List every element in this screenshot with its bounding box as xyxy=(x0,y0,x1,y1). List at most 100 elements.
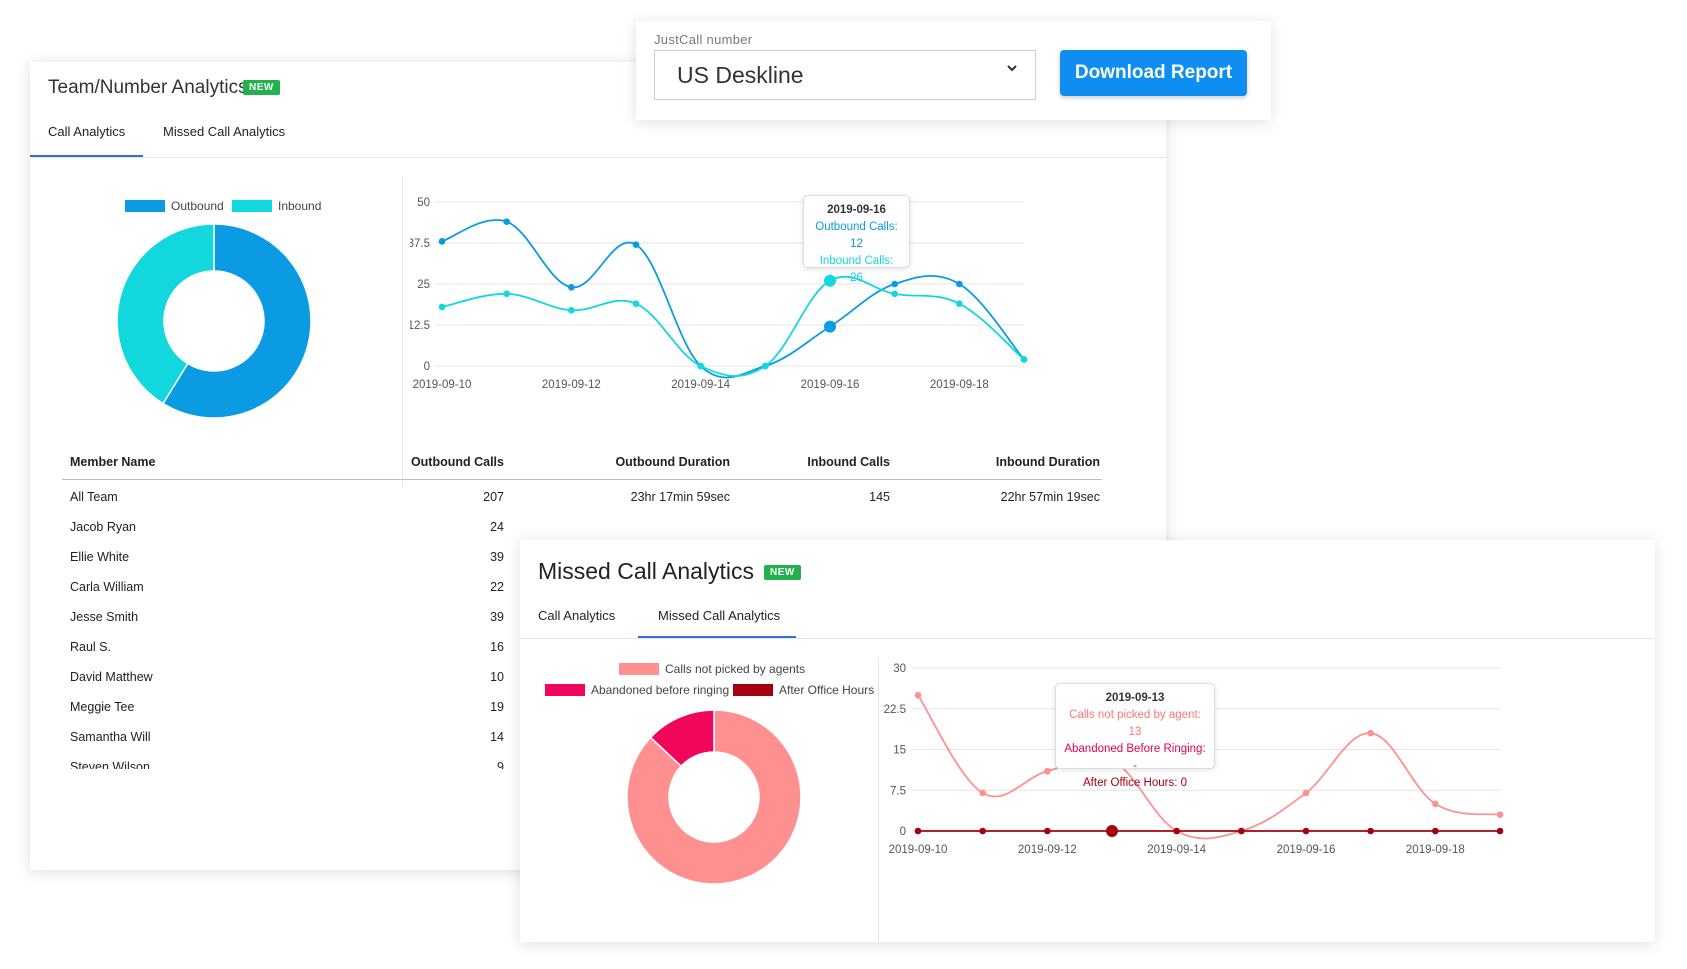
outbound-calls-cell: 14 xyxy=(490,730,504,744)
calls-line-point-inbound[interactable] xyxy=(438,303,446,311)
calls-donut-chart xyxy=(116,223,312,419)
missed-line-point-calls-not-picked-by-agents[interactable] xyxy=(1367,729,1374,737)
member-name-cell: Carla William xyxy=(70,580,144,594)
missed-line-x-tick-label: 2019-09-14 xyxy=(1147,844,1206,856)
calls-line-point-outbound[interactable] xyxy=(824,320,836,333)
calls-line-x-tick-label: 2019-09-16 xyxy=(801,379,860,391)
missed-line-x-tick-label: 2019-09-16 xyxy=(1277,844,1336,856)
missed-line-point-calls-not-picked-by-agents[interactable] xyxy=(1496,811,1504,818)
calls-line-point-inbound[interactable] xyxy=(956,300,963,307)
calls-line-point-inbound[interactable] xyxy=(1020,356,1028,363)
missed-line-point-after-office-hours[interactable] xyxy=(979,827,986,835)
missed-line-point-after-office-hours[interactable] xyxy=(1106,825,1118,837)
calls-line-chart: 0 12.5 25 37.5 50 2019-09-10 2019-09-12 2019-09… xyxy=(410,197,1028,391)
calls-line-series-outbound xyxy=(441,219,1025,379)
inbound-calls-cell: 145 xyxy=(869,490,890,504)
missed-line-x-tick-label: 2019-09-18 xyxy=(1406,844,1465,856)
col-inbound-duration[interactable]: Inbound Duration xyxy=(995,455,1100,469)
missed-line-point-calls-not-picked-by-agents[interactable] xyxy=(1044,767,1051,775)
missed-line-point-calls-not-picked-by-agents[interactable] xyxy=(914,691,922,699)
legend-outbound-label: Outbound xyxy=(171,199,224,213)
calls-line-point-outbound[interactable] xyxy=(632,241,640,248)
tab-call-analytics[interactable]: Call Analytics xyxy=(538,608,616,623)
tab-call-analytics[interactable]: Call Analytics xyxy=(48,124,126,139)
member-name-cell: All Team xyxy=(70,490,118,504)
tab-missed-call-analytics[interactable]: Missed Call Analytics xyxy=(658,608,781,623)
member-name-cell: Samantha Will xyxy=(70,730,151,744)
tooltip-not-picked: Calls not picked by agent: 13 xyxy=(1069,709,1201,738)
outbound-calls-cell: 22 xyxy=(490,580,504,594)
outbound-calls-cell: 10 xyxy=(490,670,504,684)
legend-inbound[interactable]: Inbound xyxy=(232,199,321,213)
member-name-cell: David Matthew xyxy=(70,670,153,684)
legend-abandoned[interactable]: Abandoned before ringing xyxy=(545,683,729,697)
col-outbound-duration[interactable]: Outbound Duration xyxy=(615,455,730,469)
calls-line-point-inbound[interactable] xyxy=(697,362,704,370)
calls-line-point-inbound[interactable] xyxy=(503,290,510,298)
member-name-cell: Jacob Ryan xyxy=(70,520,137,534)
calls-line-point-outbound[interactable] xyxy=(891,280,898,288)
calls-line-point-outbound[interactable] xyxy=(568,283,575,291)
outbound-calls-cell: 16 xyxy=(490,640,504,654)
missed-calls-donut-chart xyxy=(626,709,802,885)
number-select-label: JustCall number xyxy=(654,32,753,47)
missed-line-point-after-office-hours[interactable] xyxy=(1302,827,1310,835)
number-selector-card: JustCall number US Deskline Download Rep… xyxy=(636,21,1271,120)
outbound-calls-cell: 24 xyxy=(490,520,504,534)
calls-line-point-inbound[interactable] xyxy=(762,362,769,370)
legend-abandoned-label: Abandoned before ringing xyxy=(591,683,730,697)
tooltip-date: 2019-09-13 xyxy=(1105,692,1165,704)
missed-line-point-calls-not-picked-by-agents[interactable] xyxy=(1432,800,1439,808)
tab-missed-call-analytics[interactable]: Missed Call Analytics xyxy=(163,124,286,139)
calls-line-point-outbound[interactable] xyxy=(503,218,510,225)
legend-inbound-swatch xyxy=(232,200,272,212)
legend-after-hours[interactable]: After Office Hours xyxy=(733,683,874,697)
missed-donut-slice-calls-not-picked-by-agents[interactable] xyxy=(626,709,802,885)
legend-not-picked[interactable]: Calls not picked by agents xyxy=(619,662,805,676)
missed-line-point-calls-not-picked-by-agents[interactable] xyxy=(1302,789,1310,797)
legend-after-hours-label: After Office Hours xyxy=(779,683,875,697)
missed-line-x-tick-label: 2019-09-10 xyxy=(889,844,948,856)
table-header-divider xyxy=(62,479,1102,480)
missed-line-point-after-office-hours[interactable] xyxy=(1173,827,1180,835)
calls-line-point-inbound[interactable] xyxy=(568,306,575,314)
legend-not-picked-swatch xyxy=(619,663,659,675)
calls-line-point-inbound[interactable] xyxy=(632,300,640,307)
calls-line-x-tick-label: 2019-09-18 xyxy=(930,379,989,391)
missed-line-y-tick-label: 15 xyxy=(893,745,906,757)
calls-donut-slice-inbound[interactable] xyxy=(116,223,215,405)
outbound-calls-cell: 19 xyxy=(490,700,504,714)
legend-inbound-label: Inbound xyxy=(278,199,322,213)
calls-line-point-inbound[interactable] xyxy=(824,274,836,287)
tabs-divider xyxy=(30,157,1166,158)
calls-line-x-tick-label: 2019-09-14 xyxy=(671,379,730,391)
new-badge: NEW xyxy=(243,80,280,95)
download-report-button[interactable]: Download Report xyxy=(1060,50,1247,96)
legend-outbound[interactable]: Outbound xyxy=(125,199,224,213)
missed-donut-slice-abandoned-before-ringing[interactable] xyxy=(649,709,715,768)
missed-line-point-after-office-hours[interactable] xyxy=(1432,827,1439,835)
missed-line-point-after-office-hours[interactable] xyxy=(1238,827,1245,835)
col-member-name[interactable]: Member Name xyxy=(70,455,156,469)
missed-line-point-calls-not-picked-by-agents[interactable] xyxy=(979,789,986,797)
calls-donut-slice-outbound[interactable] xyxy=(161,223,312,419)
missed-line-point-after-office-hours[interactable] xyxy=(1496,827,1504,835)
calls-line-x-tick-label: 2019-09-12 xyxy=(542,379,601,391)
calls-line-point-inbound[interactable] xyxy=(891,290,898,298)
calls-line-point-outbound[interactable] xyxy=(438,238,446,245)
number-select[interactable]: US Deskline xyxy=(654,50,1036,100)
team-card-title: Team/Number Analytics xyxy=(48,77,248,98)
tooltip-after-hours: After Office Hours: 0 xyxy=(1083,777,1187,789)
col-outbound-calls[interactable]: Outbound Calls xyxy=(410,455,504,469)
col-inbound-calls[interactable]: Inbound Calls xyxy=(807,455,890,469)
outbound-calls-cell: 207 xyxy=(483,490,504,504)
chart-divider xyxy=(402,177,403,487)
missed-line-point-after-office-hours[interactable] xyxy=(1044,827,1051,835)
tooltip-inbound: Inbound Calls: 26 xyxy=(819,255,894,284)
missed-line-point-after-office-hours[interactable] xyxy=(914,827,922,835)
legend-outbound-swatch xyxy=(125,200,165,212)
calls-line-y-tick-label: 0 xyxy=(424,361,430,373)
calls-line-point-outbound[interactable] xyxy=(956,280,963,288)
missed-line-point-after-office-hours[interactable] xyxy=(1367,827,1374,835)
calls-chart-tooltip: 2019-09-16 Outbound Calls: 12 Inbound Ca… xyxy=(803,195,910,284)
